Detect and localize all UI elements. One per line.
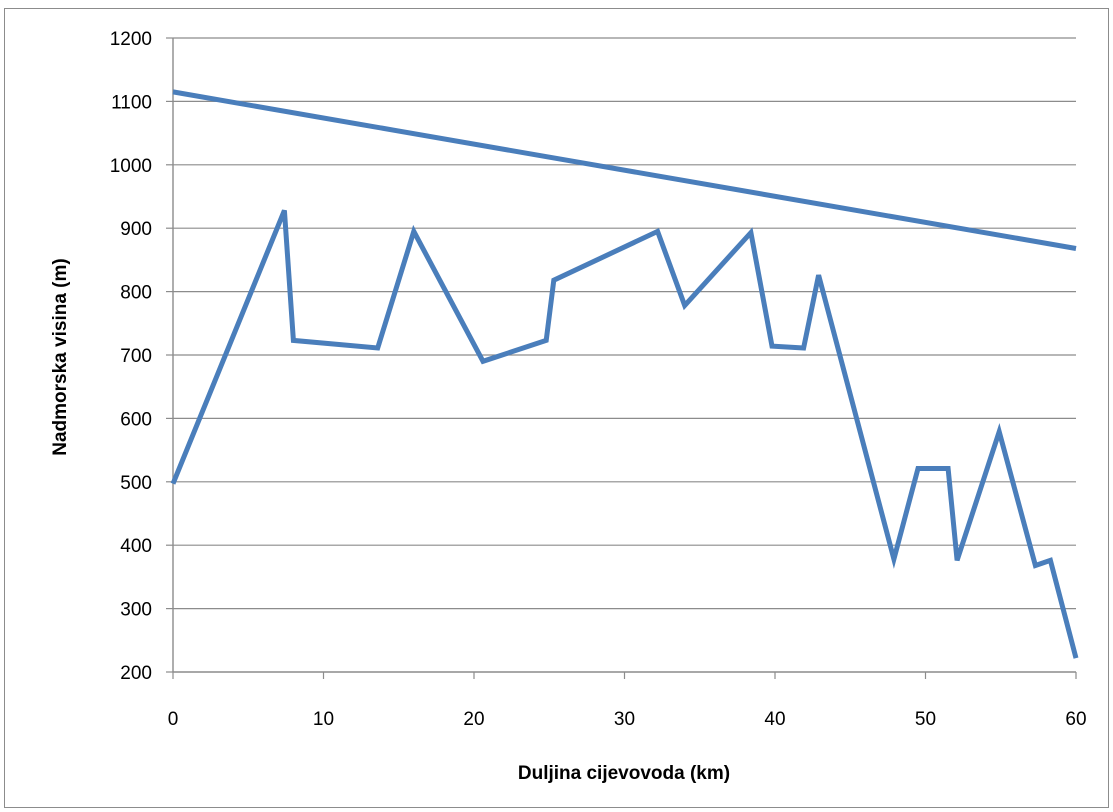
y-tick-label-900: 900 [120,219,152,240]
y-tick-label-1000: 1000 [110,156,152,177]
axes [166,37,1077,679]
x-axis-title: Duljina cijevovoda (km) [518,763,730,784]
y-tick-label-800: 800 [120,283,152,304]
y-tick-label-1200: 1200 [110,29,152,50]
x-tick-label-60: 60 [1065,709,1086,730]
y-tick-label-500: 500 [120,473,152,494]
chart-frame [4,8,1109,808]
y-tick-label-700: 700 [120,346,152,367]
series-line-1 [172,89,1077,251]
x-tick-label-50: 50 [915,709,936,730]
y-tick-label-200: 200 [120,663,152,684]
series-line-2 [170,209,1079,659]
y-tick-label-400: 400 [120,536,152,557]
x-tick-label-40: 40 [764,709,785,730]
x-tick-label-20: 20 [463,709,484,730]
y-axis-title: Nadmorska visina (m) [50,258,71,455]
x-tick-labels: 0 10 20 30 40 50 60 [168,709,1087,730]
y-tick-label-600: 600 [120,409,152,430]
y-tick-labels: 200 300 400 500 600 700 800 900 1000 1100 1200 [110,29,152,684]
gridlines [173,37,1076,610]
x-tick-label-10: 10 [313,709,334,730]
series-lines [170,89,1079,659]
x-tick-label-0: 0 [168,709,179,730]
x-tick-label-30: 30 [614,709,635,730]
y-tick-label-1100: 1100 [111,92,152,113]
y-tick-label-300: 300 [120,600,152,621]
